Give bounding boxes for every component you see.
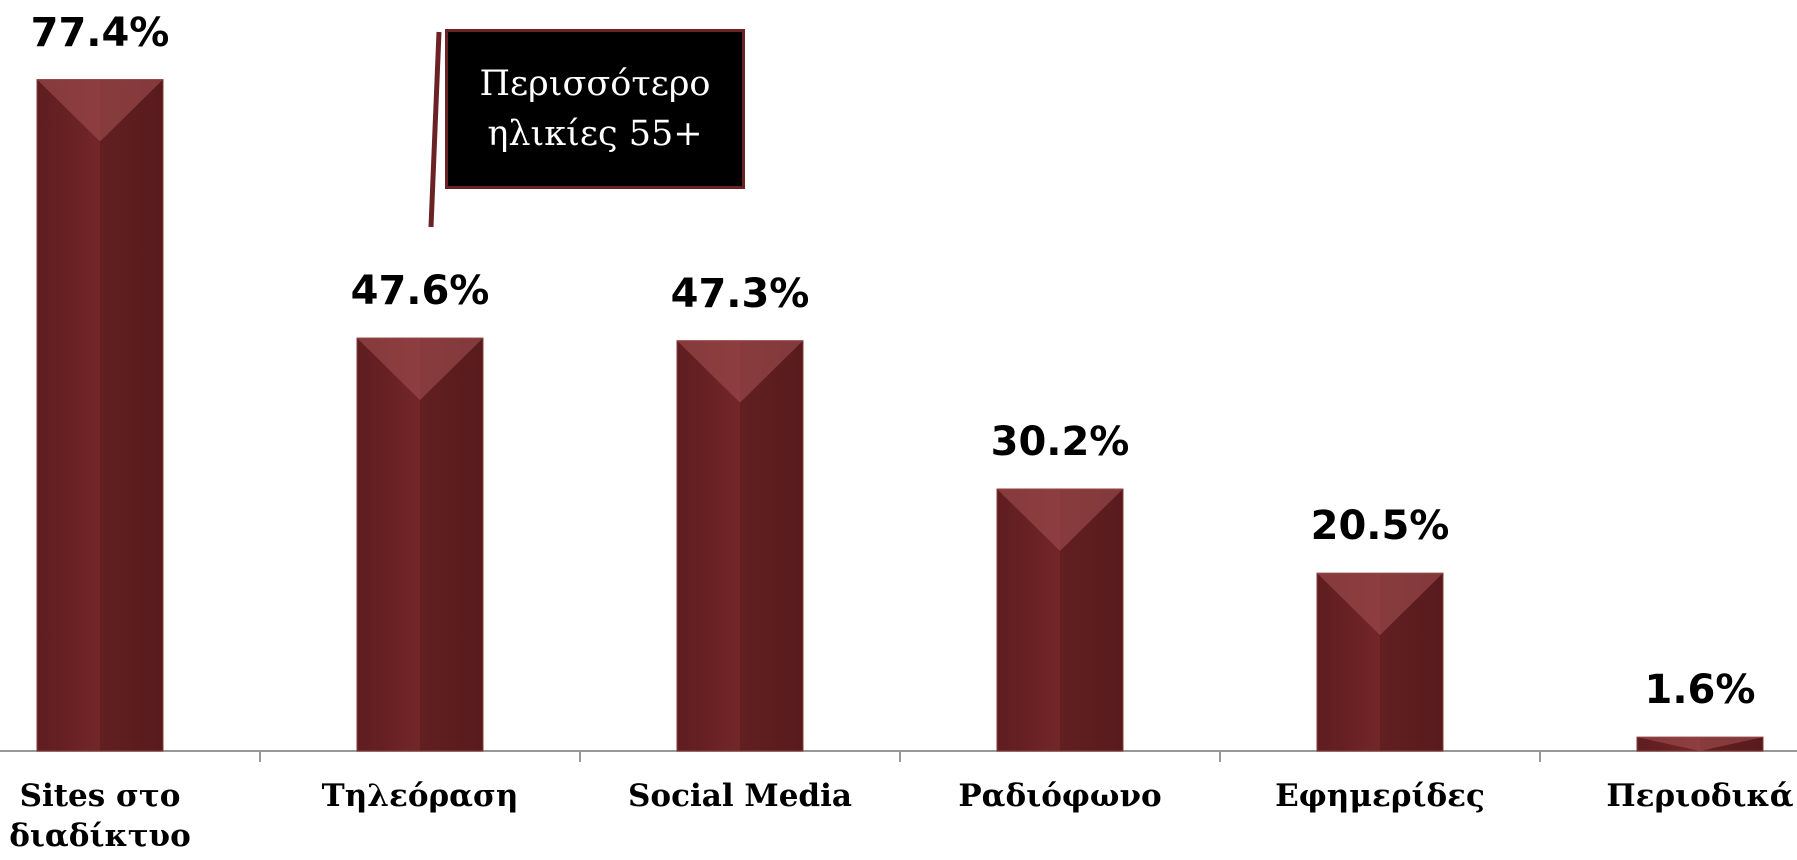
bar-bevel	[677, 340, 803, 403]
value-label: 47.3%	[670, 270, 810, 317]
x-tick-label: Ραδιόφωνο	[958, 778, 1162, 814]
bar-bevel	[1637, 737, 1763, 751]
bar-bevel	[1317, 573, 1443, 636]
bar-bevel	[37, 79, 163, 142]
x-tick-label: Εφημερίδες	[1275, 778, 1485, 814]
x-tick-label: Περιοδικά	[1606, 778, 1794, 814]
bar	[676, 340, 804, 752]
value-label: 47.6%	[350, 268, 490, 315]
bar-bevel	[357, 338, 483, 401]
bar	[356, 337, 484, 752]
bar-bevel	[997, 489, 1123, 552]
value-label: 77.4%	[30, 9, 170, 56]
value-label: 30.2%	[990, 419, 1130, 465]
callout-line	[428, 31, 442, 228]
bar	[36, 79, 164, 752]
x-tick-label: Τηλεόραση	[321, 778, 519, 814]
x-tick-label: Sites στο διαδίκτυο	[9, 778, 191, 854]
annotation: Περισσότερο ηλικίες 55+	[445, 29, 745, 189]
value-label: 20.5%	[1310, 503, 1450, 550]
value-label: 1.6%	[1644, 667, 1756, 714]
x-tick-label: Social Media	[628, 778, 852, 814]
